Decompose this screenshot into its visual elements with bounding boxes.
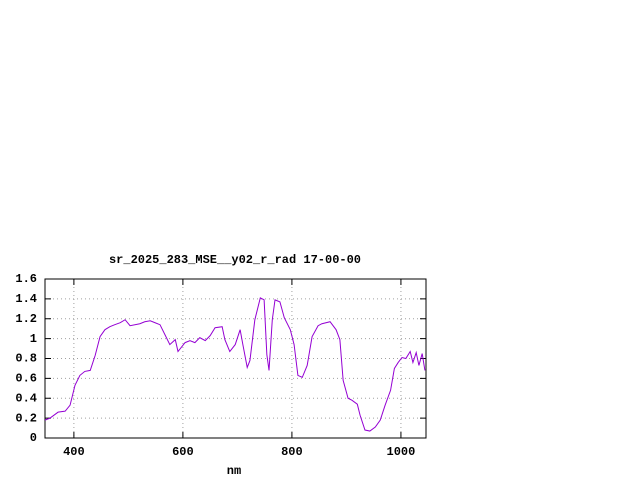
y-tick-label: 1.6 <box>15 272 37 286</box>
x-axis-label: nm <box>227 464 241 478</box>
y-tick-label: 0.2 <box>15 411 37 425</box>
plot-border <box>44 278 427 439</box>
y-tick-label: 1.4 <box>15 292 37 306</box>
chart-title: sr_2025_283_MSE__y02_r_rad 17-00-00 <box>109 253 361 267</box>
y-tick-label: 0.4 <box>15 391 37 405</box>
x-tick-label: 1000 <box>387 445 416 459</box>
y-tick-label: 1.2 <box>15 312 37 326</box>
x-tick-label: 400 <box>63 445 85 459</box>
data-line <box>44 297 426 432</box>
x-tick-label: 800 <box>281 445 303 459</box>
x-tick-label: 600 <box>172 445 194 459</box>
y-tick-label: 0 <box>30 431 37 445</box>
y-tick-label: 0.8 <box>15 352 37 366</box>
y-tick-label: 0.6 <box>15 372 37 386</box>
y-tick-label: 1 <box>30 332 37 346</box>
